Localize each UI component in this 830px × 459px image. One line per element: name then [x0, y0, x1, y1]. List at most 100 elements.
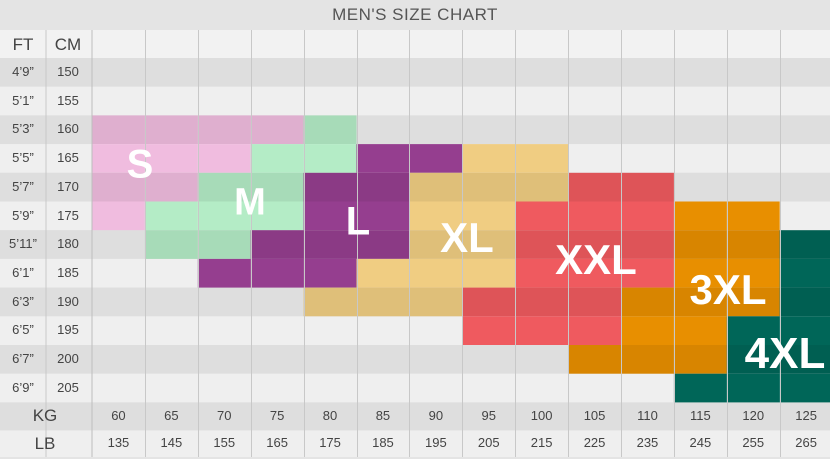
size-cell-xxl [621, 172, 674, 202]
height-ft-label: 6’5” [12, 322, 34, 338]
weight-lb-label: 225 [583, 435, 606, 451]
height-ft-label: 5’1” [12, 92, 34, 108]
size-cell-l [409, 144, 463, 173]
size-cell-3xl [673, 258, 727, 288]
weight-lb-label: 175 [319, 435, 341, 451]
size-cell-xl [409, 201, 463, 231]
weight-lb-label: 185 [372, 435, 394, 451]
size-cell-xl [515, 144, 569, 173]
size-cell-xl [409, 230, 463, 259]
size-cell-m [144, 230, 198, 259]
size-cell-3xl [621, 287, 674, 317]
size-cell-4xl [779, 230, 830, 259]
weight-kg-label: 120 [742, 408, 765, 424]
size-cell-3xl [726, 287, 780, 317]
weight-kg-label: 115 [689, 408, 711, 424]
size-cell-xxl [568, 201, 621, 231]
size-cell-l [303, 201, 357, 231]
size-cell-xl [409, 258, 463, 288]
size-cell-s [250, 115, 304, 145]
weight-kg-label: 95 [481, 408, 496, 424]
size-cell-4xl [779, 373, 830, 403]
size-cell-3xl [568, 345, 621, 374]
size-cell-xxl [621, 230, 674, 259]
size-cell-3xl [726, 201, 780, 231]
height-cm-label: 205 [57, 379, 79, 395]
size-cell-xxl [515, 287, 569, 317]
size-cell-xxl [462, 287, 516, 317]
size-cell-l [250, 230, 304, 259]
height-ft-label: 4’9” [12, 64, 34, 79]
height-cm-label: 195 [57, 322, 79, 338]
row-band [0, 86, 830, 116]
ft-header: FT [12, 35, 34, 54]
size-cell-3xl [726, 258, 780, 288]
size-cell-m [250, 172, 304, 202]
size-cell-xl [409, 287, 463, 317]
size-cell-s [144, 144, 198, 173]
weight-lb-label: 245 [689, 435, 712, 451]
size-cell-m [303, 144, 357, 173]
size-cell-xxl [621, 201, 674, 231]
size-label-m: M [234, 181, 266, 224]
weight-kg-label: 80 [322, 408, 338, 424]
size-cell-xxl [462, 316, 516, 345]
size-cell-xxl [568, 287, 621, 317]
size-cell-3xl [621, 345, 674, 374]
size-cell-s [92, 144, 145, 173]
size-cell-4xl [779, 258, 830, 288]
row-band [0, 58, 830, 87]
height-cm-label: 155 [57, 92, 79, 108]
height-ft-label: 5’3” [12, 121, 34, 137]
weight-kg-label: 105 [583, 408, 606, 424]
size-cell-xxl [515, 258, 569, 288]
weight-lb-label: 235 [636, 435, 659, 451]
title-band [0, 0, 830, 30]
size-cell-m [303, 115, 357, 145]
size-cell-4xl [779, 345, 830, 374]
size-cell-3xl [673, 287, 727, 317]
height-cm-label: 190 [57, 293, 79, 309]
size-cell-xxl [621, 258, 674, 288]
weight-kg-label: 100 [530, 408, 553, 424]
height-cm-label: 180 [57, 236, 79, 252]
size-cell-3xl [673, 345, 727, 374]
weight-lb-label: 155 [213, 435, 236, 451]
size-cell-m [197, 230, 251, 259]
size-cell-xl [462, 230, 516, 259]
size-cell-4xl [779, 316, 830, 345]
size-cell-3xl [726, 230, 780, 259]
size-cell-xl [462, 258, 516, 288]
size-label-3xl: 3XL [689, 266, 767, 313]
size-cell-xl [462, 201, 516, 231]
size-cell-xl [515, 172, 569, 202]
size-cell-l [356, 201, 410, 231]
size-cell-xxl [515, 201, 569, 231]
weight-lb-label: 265 [795, 435, 817, 451]
size-cell-xxl [568, 258, 621, 288]
size-cell-xl [462, 172, 516, 202]
weight-kg-label: 90 [428, 408, 444, 424]
size-cell-xl [303, 287, 357, 317]
size-cell-s [144, 115, 198, 145]
size-cell-xl [409, 172, 463, 202]
height-cm-label: 170 [57, 178, 79, 194]
size-cell-l [250, 258, 304, 288]
size-cell-l [356, 172, 410, 202]
lb-header: LB [34, 434, 56, 453]
size-cell-3xl [621, 316, 674, 345]
size-cell-l [303, 172, 357, 202]
size-cell-l [197, 258, 251, 288]
height-ft-label: 6’1” [12, 264, 34, 280]
size-cell-4xl [726, 373, 780, 403]
weight-kg-label: 85 [375, 408, 391, 424]
height-ft-label: 5’5” [12, 150, 34, 166]
height-cm-label: 200 [57, 351, 79, 366]
size-cell-xl [356, 287, 410, 317]
size-label-xxl: XXL [555, 236, 637, 283]
size-label-4xl: 4XL [744, 329, 826, 378]
size-cell-m [250, 144, 304, 173]
weight-kg-label: 70 [217, 408, 232, 424]
size-label-l: L [345, 199, 371, 244]
